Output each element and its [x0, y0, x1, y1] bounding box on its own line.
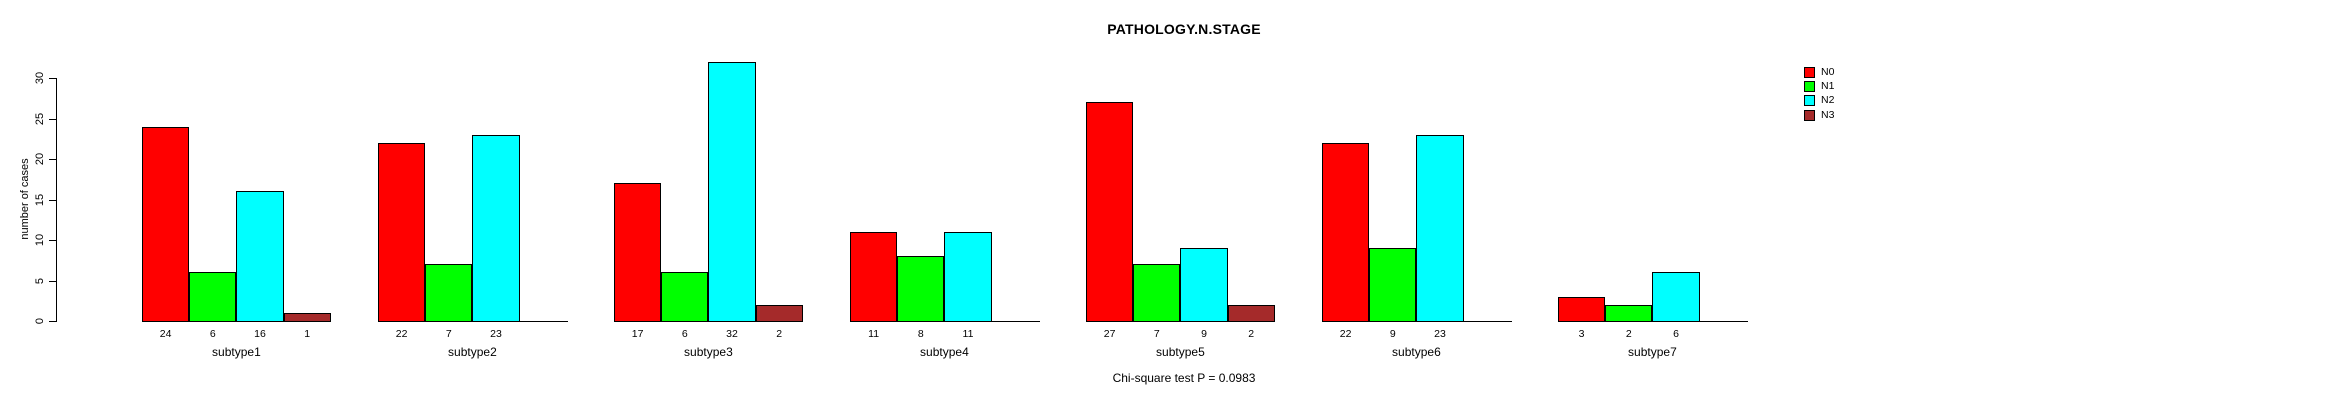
y-axis-tick-label: 10 [34, 233, 46, 247]
y-axis-tick-label: 30 [34, 71, 46, 85]
bar-value-label: 24 [159, 328, 172, 340]
bar-N3-subtype2-zero [519, 321, 568, 322]
bar-N1-subtype4 [897, 256, 945, 322]
x-axis-category-label: subtype2 [448, 345, 497, 359]
bar-N0-subtype6 [1322, 142, 1370, 322]
y-axis-tick-label: 25 [34, 112, 46, 125]
bar-value-label: 22 [395, 328, 408, 340]
y-axis-tick [49, 78, 57, 79]
bar-value-label: 1 [304, 328, 311, 340]
bar-N2-subtype4 [944, 231, 992, 322]
x-axis-category-label: subtype3 [684, 345, 733, 359]
bar-value-label: 9 [1389, 328, 1396, 340]
bar-N2-subtype2 [472, 134, 520, 322]
bar-N0-subtype4 [850, 231, 898, 322]
bar-N2-subtype3 [708, 61, 756, 322]
x-axis-category-label: subtype4 [920, 345, 969, 359]
x-axis-category-label: subtype1 [212, 345, 261, 359]
bar-value-label: 17 [631, 328, 644, 340]
bar-value-label: 7 [1153, 328, 1160, 340]
bar-N0-subtype3 [614, 183, 662, 322]
y-axis-tick [49, 199, 57, 201]
bar-value-label: 32 [726, 328, 738, 340]
bar-value-label: 6 [1673, 328, 1679, 340]
chart-subtitle: Chi-square test P = 0.0983 [1112, 371, 1256, 385]
bar-N1-subtype1 [189, 272, 237, 322]
x-axis-category-label: subtype7 [1628, 345, 1677, 359]
bar-value-label: 3 [1578, 328, 1585, 340]
bar-value-label: 22 [1339, 328, 1352, 340]
bar-N3-subtype6-zero [1463, 321, 1512, 322]
bar-value-label: 8 [917, 328, 924, 340]
bar-N1-subtype7 [1605, 304, 1653, 322]
bar-N2-subtype5 [1180, 248, 1228, 322]
bar-N2-subtype1 [236, 191, 284, 322]
bar-N1-subtype5 [1133, 264, 1181, 322]
bar-N2-subtype6 [1416, 134, 1464, 322]
bar-N2-subtype7 [1652, 272, 1700, 322]
bar-N1-subtype6 [1369, 248, 1417, 322]
bar-value-label: 7 [445, 328, 452, 340]
legend-label-N1: N1 [1821, 80, 1835, 93]
bar-value-label: 6 [209, 328, 216, 340]
bar-value-label: 2 [1248, 328, 1255, 340]
bar-value-label: 11 [868, 328, 880, 340]
bar-N0-subtype2 [378, 142, 426, 322]
legend-swatch-N1 [1804, 81, 1815, 93]
bar-value-label: 23 [490, 328, 502, 340]
y-axis-tick-label: 15 [34, 193, 46, 206]
y-axis-tick [49, 280, 57, 282]
x-axis-category-label: subtype6 [1392, 345, 1441, 359]
bar-N0-subtype5 [1086, 102, 1134, 322]
bar-N1-subtype2 [425, 264, 473, 322]
bar-N0-subtype1 [142, 126, 190, 322]
x-axis-category-label: subtype5 [1156, 345, 1205, 359]
bar-N3-subtype5 [1227, 304, 1275, 322]
legend-swatch-N0 [1804, 67, 1815, 78]
bar-value-label: 6 [681, 328, 688, 340]
bar-N3-subtype3 [755, 304, 803, 322]
bar-value-label: 2 [776, 328, 783, 340]
bar-value-label: 11 [962, 328, 974, 340]
bar-N1-subtype3 [661, 272, 709, 322]
bar-value-label: 16 [254, 328, 266, 340]
bar-N3-subtype7-zero [1699, 321, 1748, 322]
bar-value-label: 2 [1625, 328, 1632, 340]
legend-label-N2: N2 [1821, 94, 1835, 107]
bar-value-label: 9 [1201, 328, 1207, 340]
y-axis-tick-label: 5 [34, 277, 46, 284]
legend-swatch-N3 [1804, 109, 1815, 121]
legend-label-N3: N3 [1821, 108, 1835, 121]
bar-value-label: 23 [1434, 328, 1446, 340]
y-axis-tick [49, 321, 57, 322]
legend-label-N0: N0 [1821, 66, 1835, 78]
y-axis-tick [49, 240, 57, 241]
y-axis-tick [49, 159, 57, 160]
legend-swatch-N2 [1804, 95, 1815, 107]
bar-value-label: 27 [1103, 328, 1116, 340]
bar-N3-subtype4-zero [991, 321, 1040, 322]
y-axis-tick-label: 20 [34, 152, 46, 166]
y-axis-tick [49, 118, 57, 120]
bar-N0-subtype7 [1558, 296, 1606, 322]
chart-title: PATHOLOGY.N.STAGE [1107, 21, 1261, 37]
y-axis-tick-label: 0 [34, 317, 46, 325]
bar-N3-subtype1 [283, 312, 331, 322]
